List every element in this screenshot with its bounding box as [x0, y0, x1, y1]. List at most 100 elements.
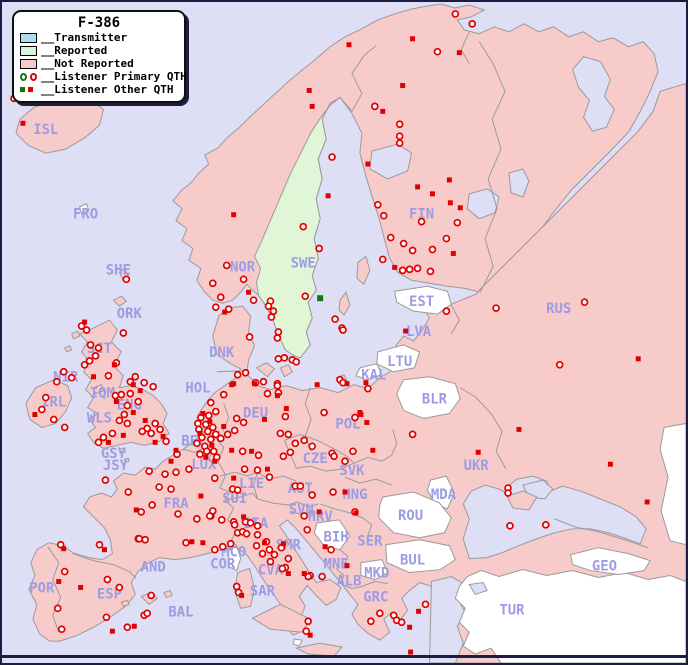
- listener-other-marker: [306, 87, 312, 93]
- legend-item-reported: __Reported: [20, 44, 178, 57]
- land-oland: [338, 291, 351, 316]
- listener-primary-marker: [301, 292, 310, 301]
- country-label-NOR: NOR: [230, 259, 256, 275]
- listener-other-marker: [78, 584, 84, 590]
- listener-other-marker: [173, 447, 179, 453]
- listener-markers: [10, 10, 650, 655]
- listener-primary-marker: [329, 488, 337, 496]
- listener-primary-marker: [296, 482, 305, 490]
- listener-primary-marker: [124, 488, 133, 496]
- listener-primary-marker: [208, 279, 217, 288]
- listener-other-marker: [644, 499, 650, 505]
- listener-primary-marker: [102, 613, 111, 622]
- listener-primary-marker: [182, 538, 190, 547]
- land-isle-of-man: [92, 384, 105, 395]
- listener-primary-marker: [49, 415, 58, 424]
- listener-other-marker: [168, 458, 174, 464]
- listener-other-marker: [415, 184, 421, 190]
- listener-primary-marker: [217, 516, 226, 524]
- country-label-LTU: LTU: [387, 354, 412, 370]
- listener-primary-marker: [193, 439, 201, 448]
- listener-other-marker: [344, 563, 350, 569]
- listener-primary-marker: [60, 567, 69, 576]
- listener-primary-marker: [145, 467, 154, 475]
- listener-primary-marker: [386, 233, 395, 242]
- country-label-FRO: FRO: [73, 207, 98, 223]
- country-label-SHE: SHE: [106, 262, 131, 278]
- listener-primary-marker: [253, 522, 262, 530]
- listener-other-marker: [400, 83, 406, 88]
- listener-primary-marker: [233, 370, 242, 379]
- country-label-SVN: SVN: [289, 502, 314, 518]
- listener-other-marker: [325, 193, 331, 199]
- listener-primary-marker: [104, 371, 113, 380]
- listener-primary-marker: [238, 447, 247, 456]
- listener-other-marker: [475, 449, 481, 455]
- listener-other-marker: [56, 579, 62, 584]
- listener-primary-marker: [300, 512, 309, 520]
- listener-primary-marker: [453, 218, 462, 227]
- country-label-MCO: MCO: [221, 545, 246, 561]
- listener-primary-marker: [218, 542, 227, 551]
- listener-primary-marker: [219, 390, 228, 399]
- listener-primary-marker: [233, 486, 242, 494]
- listener-other-marker: [130, 410, 136, 416]
- listener-primary-marker: [167, 485, 175, 493]
- listener-other-marker: [261, 416, 267, 422]
- listener-primary-marker: [147, 591, 155, 600]
- inland-waters: [369, 56, 647, 663]
- listener-primary-marker: [442, 307, 451, 315]
- country-label-UKR: UKR: [464, 458, 490, 474]
- listener-other-marker: [261, 540, 267, 546]
- listener-other-marker: [607, 461, 613, 467]
- listener-other-marker: [407, 624, 413, 630]
- listener-primary-marker: [318, 572, 326, 581]
- listener-primary-marker: [52, 377, 61, 386]
- legend-item-label: __Not Reported: [41, 57, 134, 70]
- listener-other-marker: [231, 212, 237, 218]
- country-label-BUL: BUL: [400, 553, 425, 569]
- listener-primary-marker: [172, 468, 180, 476]
- listener-other-marker: [274, 393, 280, 399]
- legend-item-label: __Transmitter: [41, 31, 128, 44]
- listener-primary-marker: [328, 153, 336, 161]
- listener-primary-marker: [300, 436, 309, 445]
- listener-primary-marker: [223, 430, 232, 439]
- listener-other-marker: [82, 319, 88, 325]
- listener-other-marker: [207, 418, 213, 424]
- listener-primary-marker: [211, 303, 220, 311]
- country-label-SWE: SWE: [291, 255, 316, 271]
- listener-primary-marker: [94, 438, 103, 447]
- listener-primary-marker: [284, 430, 293, 439]
- listener-primary-marker: [426, 267, 435, 276]
- listener-primary-marker: [331, 315, 339, 323]
- listener-primary-marker: [239, 418, 248, 427]
- listener-other-marker: [344, 381, 350, 387]
- legend-title: F-386: [77, 15, 121, 31]
- listener-primary-marker: [274, 355, 283, 363]
- listener-primary-marker: [504, 489, 512, 497]
- listener-primary-marker: [264, 302, 273, 310]
- listener-primary-marker: [196, 450, 204, 459]
- listener-primary-marker: [59, 367, 68, 376]
- listener-primary-marker: [38, 405, 46, 414]
- listener-primary-marker: [117, 390, 126, 399]
- listener-primary-marker: [148, 501, 156, 509]
- listener-other-marker: [447, 200, 453, 206]
- country-label-GEO: GEO: [592, 559, 617, 575]
- listener-other-marker: [408, 649, 414, 655]
- listener-primary-marker: [341, 457, 349, 466]
- listener-primary-marker: [209, 447, 218, 456]
- listener-other-marker: [130, 382, 136, 388]
- listener-primary-marker: [580, 298, 589, 307]
- listener-primary-marker: [82, 326, 91, 334]
- listener-other-marker: [252, 381, 258, 387]
- country-label-SER: SER: [357, 534, 383, 550]
- listener-primary-marker: [123, 623, 132, 632]
- country-label-DNK: DNK: [209, 345, 235, 361]
- listener-primary-marker: [122, 275, 131, 284]
- listener-primary-marker: [417, 217, 426, 226]
- listener-primary-marker: [278, 564, 287, 573]
- listener-other-marker: [342, 489, 348, 495]
- listener-primary-marker: [161, 470, 169, 478]
